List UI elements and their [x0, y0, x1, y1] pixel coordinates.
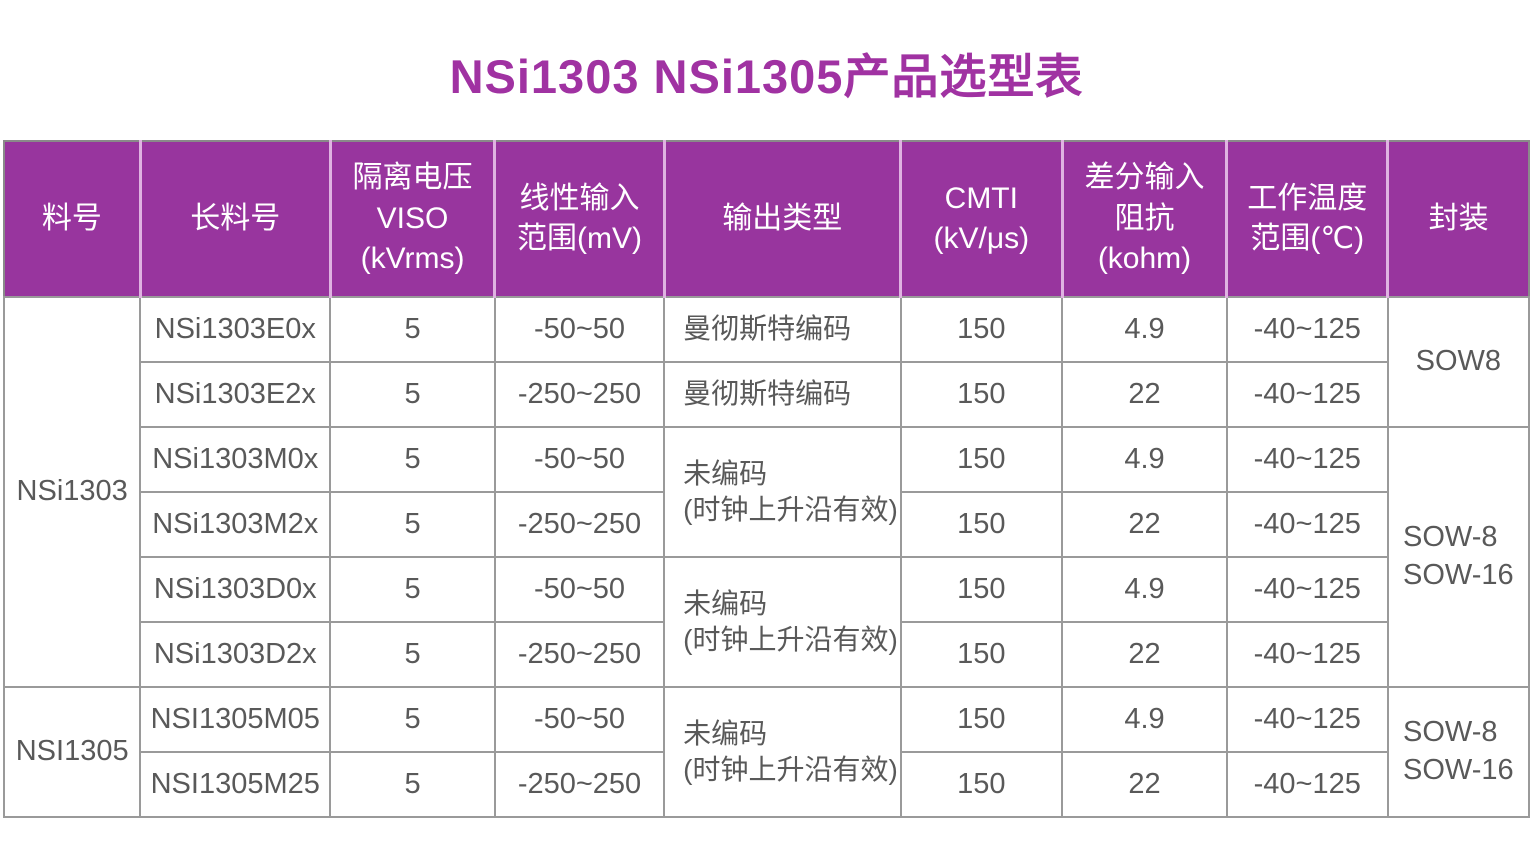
cell-output-type: 未编码 (时钟上升沿有效)	[663, 426, 902, 558]
header-diff-input-impedance: 差分输入 阻抗 (kohm)	[1060, 141, 1227, 297]
cell-viso: 5	[329, 491, 496, 558]
cell-viso: 5	[329, 621, 496, 688]
cell-output-type: 未编码 (时钟上升沿有效)	[663, 686, 902, 818]
cell-input-range: -50~50	[493, 556, 666, 623]
cell-temp-range: -40~125	[1225, 686, 1389, 753]
table-row: NSi1303M0x 5 -50~50 未编码 (时钟上升沿有效) 150 4.…	[4, 426, 1531, 688]
cell-viso: 5	[329, 556, 496, 623]
cell-impedance: 22	[1061, 751, 1228, 818]
table-row: NSi1303M2x 5 -250~250 150 22 -40~125	[4, 491, 1529, 558]
cell-temp-range: -40~125	[1225, 426, 1389, 493]
cell-viso: 5	[329, 686, 496, 753]
table-row: NSi1303E2x 5 -250~250 曼彻斯特编码 150 22 -40~…	[4, 361, 1529, 428]
cell-impedance: 22	[1061, 491, 1228, 558]
package-label: SOW8	[1415, 345, 1502, 378]
product-selection-table: 料号 长料号 隔离电压 VISO (kVrms) 线性输入 范围(mV) 输出类…	[2, 140, 1531, 818]
cell-input-range: -250~250	[493, 491, 666, 558]
cell-temp-range: -40~125	[1225, 556, 1389, 623]
cell-input-range: -250~250	[493, 621, 666, 688]
cell-cmti: 150	[899, 556, 1064, 623]
page-title: NSi1303 NSi1305产品选型表	[449, 50, 1084, 103]
header-long-part-number: 长料号	[138, 141, 331, 297]
cell-temp-range: -40~125	[1225, 491, 1389, 558]
cell-viso: 5	[329, 426, 496, 493]
cell-cmti: 150	[899, 621, 1064, 688]
group-label-nsi1305: NSI1305	[2, 686, 142, 818]
cell-long-part: NSi1303E0x	[139, 296, 332, 363]
cell-output-type: 未编码 (时钟上升沿有效)	[663, 556, 902, 688]
cell-package: SOW-8 SOW-16	[1386, 686, 1531, 818]
table-row: NSi1303D2x 5 -250~250 150 22 -40~125	[4, 621, 1529, 688]
table-header-row: 料号 长料号 隔离电压 VISO (kVrms) 线性输入 范围(mV) 输出类…	[4, 141, 1529, 297]
cell-viso: 5	[329, 751, 496, 818]
header-output-type: 输出类型	[662, 141, 901, 297]
table-row: NSi1303D0x 5 -50~50 未编码 (时钟上升沿有效) 150 4.…	[4, 556, 1529, 688]
cell-input-range: -250~250	[493, 361, 666, 428]
table-row: NSi1303 NSi1303E0x 5 -50~50 曼彻斯特编码 150 4…	[2, 296, 1531, 688]
header-cmti: CMTI (kV/μs)	[899, 141, 1063, 297]
cell-long-part: NSi1303M2x	[139, 491, 332, 558]
cell-package: SOW-8 SOW-16	[1386, 426, 1531, 688]
cell-impedance: 22	[1061, 621, 1228, 688]
cell-long-part: NSI1305M05	[139, 686, 332, 753]
header-package: 封装	[1386, 141, 1529, 297]
cell-impedance: 4.9	[1061, 426, 1228, 493]
cell-output-type: 曼彻斯特编码	[663, 361, 902, 428]
cell-input-range: -250~250	[493, 751, 666, 818]
cell-cmti: 150	[899, 296, 1064, 363]
header-operating-temp-range: 工作温度 范围(℃)	[1225, 141, 1388, 297]
cell-impedance: 4.9	[1061, 296, 1228, 363]
cell-temp-range: -40~125	[1225, 621, 1389, 688]
package-label: SOW-8 SOW-16	[1403, 521, 1514, 591]
cell-input-range: -50~50	[493, 296, 666, 363]
cell-cmti: 150	[899, 426, 1064, 493]
table-row: NSI1305M25 5 -250~250 150 22 -40~125	[4, 751, 1529, 818]
table-row: NSI1305 NSI1305M05 5 -50~50 未编码 (时钟上升沿有效…	[2, 686, 1531, 818]
cell-long-part: NSi1303M0x	[139, 426, 332, 493]
cell-impedance: 4.9	[1061, 686, 1228, 753]
cell-viso: 5	[329, 296, 496, 363]
cell-cmti: 150	[899, 751, 1064, 818]
cell-viso: 5	[329, 361, 496, 428]
cell-long-part: NSi1303D0x	[139, 556, 332, 623]
cell-long-part: NSi1303D2x	[139, 621, 332, 688]
header-isolation-voltage: 隔离电压 VISO (kVrms)	[328, 141, 495, 297]
cell-cmti: 150	[899, 361, 1064, 428]
cell-impedance: 4.9	[1061, 556, 1228, 623]
cell-output-type: 曼彻斯特编码	[663, 296, 902, 363]
cell-impedance: 22	[1061, 361, 1228, 428]
cell-long-part: NSi1303E2x	[139, 361, 332, 428]
cell-temp-range: -40~125	[1225, 296, 1389, 363]
header-part-number: 料号	[4, 141, 141, 297]
cell-cmti: 150	[899, 686, 1064, 753]
cell-package: SOW8	[1386, 296, 1531, 428]
cell-long-part: NSI1305M25	[139, 751, 332, 818]
package-label: SOW-8 SOW-16	[1403, 716, 1514, 786]
cell-temp-range: -40~125	[1225, 361, 1389, 428]
cell-input-range: -50~50	[493, 686, 666, 753]
cell-input-range: -50~50	[493, 426, 666, 493]
header-linear-input-range: 线性输入 范围(mV)	[493, 141, 665, 297]
group-label-nsi1303: NSi1303	[2, 296, 142, 688]
cell-cmti: 150	[899, 491, 1064, 558]
cell-temp-range: -40~125	[1225, 751, 1389, 818]
